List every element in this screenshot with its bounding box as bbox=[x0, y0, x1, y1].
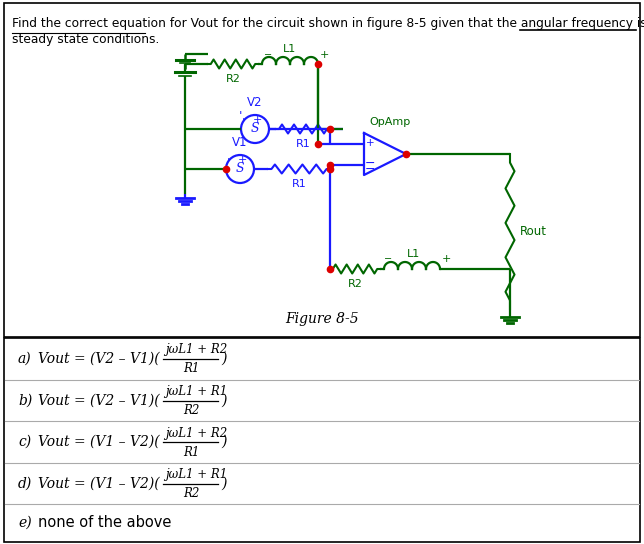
Text: ): ) bbox=[222, 435, 227, 449]
Text: R2: R2 bbox=[184, 404, 200, 417]
Text: −: − bbox=[264, 50, 272, 60]
Text: Vout = (V2 – V1)(: Vout = (V2 – V1)( bbox=[38, 393, 160, 407]
Text: −: − bbox=[365, 163, 375, 176]
Text: −: − bbox=[365, 157, 375, 170]
Text: ': ' bbox=[240, 110, 243, 123]
Text: OpAmp: OpAmp bbox=[370, 117, 411, 127]
Text: V2: V2 bbox=[247, 96, 263, 109]
Text: d): d) bbox=[18, 477, 32, 491]
Text: S: S bbox=[236, 163, 244, 176]
Text: +: + bbox=[442, 254, 451, 264]
Text: Figure 8-5: Figure 8-5 bbox=[285, 312, 359, 326]
Text: L1: L1 bbox=[283, 44, 297, 54]
Text: R2: R2 bbox=[225, 74, 240, 84]
Text: jωL1 + R1: jωL1 + R1 bbox=[165, 385, 227, 398]
Text: S: S bbox=[251, 122, 260, 135]
Text: +: + bbox=[366, 139, 374, 149]
Text: none of the above: none of the above bbox=[38, 515, 171, 530]
Text: L1: L1 bbox=[408, 249, 421, 259]
Text: R1: R1 bbox=[184, 446, 200, 459]
Text: Vout = (V1 – V2)(: Vout = (V1 – V2)( bbox=[38, 477, 160, 491]
Text: Rout: Rout bbox=[520, 225, 547, 238]
Text: jωL1 + R2: jωL1 + R2 bbox=[165, 426, 227, 440]
Text: ): ) bbox=[222, 477, 227, 491]
Text: R2: R2 bbox=[348, 279, 363, 289]
Text: R1: R1 bbox=[296, 139, 310, 149]
Text: R2: R2 bbox=[184, 487, 200, 500]
Text: c): c) bbox=[18, 435, 31, 449]
Text: ): ) bbox=[222, 352, 227, 366]
Text: Find the correct equation for Vout for the circuit shown in figure 8-5 given tha: Find the correct equation for Vout for t… bbox=[12, 17, 644, 30]
Text: R1: R1 bbox=[184, 362, 200, 375]
Text: Vout = (V2 – V1)(: Vout = (V2 – V1)( bbox=[38, 352, 160, 366]
Text: V1: V1 bbox=[232, 136, 248, 149]
Text: jωL1 + R1: jωL1 + R1 bbox=[165, 468, 227, 481]
Text: ): ) bbox=[222, 393, 227, 407]
Text: R1: R1 bbox=[292, 179, 307, 189]
Text: jωL1 + R2: jωL1 + R2 bbox=[165, 343, 227, 356]
Bar bbox=[4, 3, 640, 337]
Text: b): b) bbox=[18, 393, 32, 407]
Text: e): e) bbox=[18, 516, 32, 529]
Text: ': ' bbox=[242, 117, 245, 130]
Text: a): a) bbox=[18, 352, 32, 366]
Text: +: + bbox=[320, 50, 329, 60]
Bar bbox=[4, 338, 640, 542]
Text: +: + bbox=[252, 115, 261, 125]
Text: −: − bbox=[384, 254, 392, 264]
Text: steady state conditions.: steady state conditions. bbox=[12, 33, 159, 46]
Text: +: + bbox=[237, 155, 247, 165]
Text: ': ' bbox=[227, 157, 231, 170]
Text: Vout = (V1 – V2)(: Vout = (V1 – V2)( bbox=[38, 435, 160, 449]
